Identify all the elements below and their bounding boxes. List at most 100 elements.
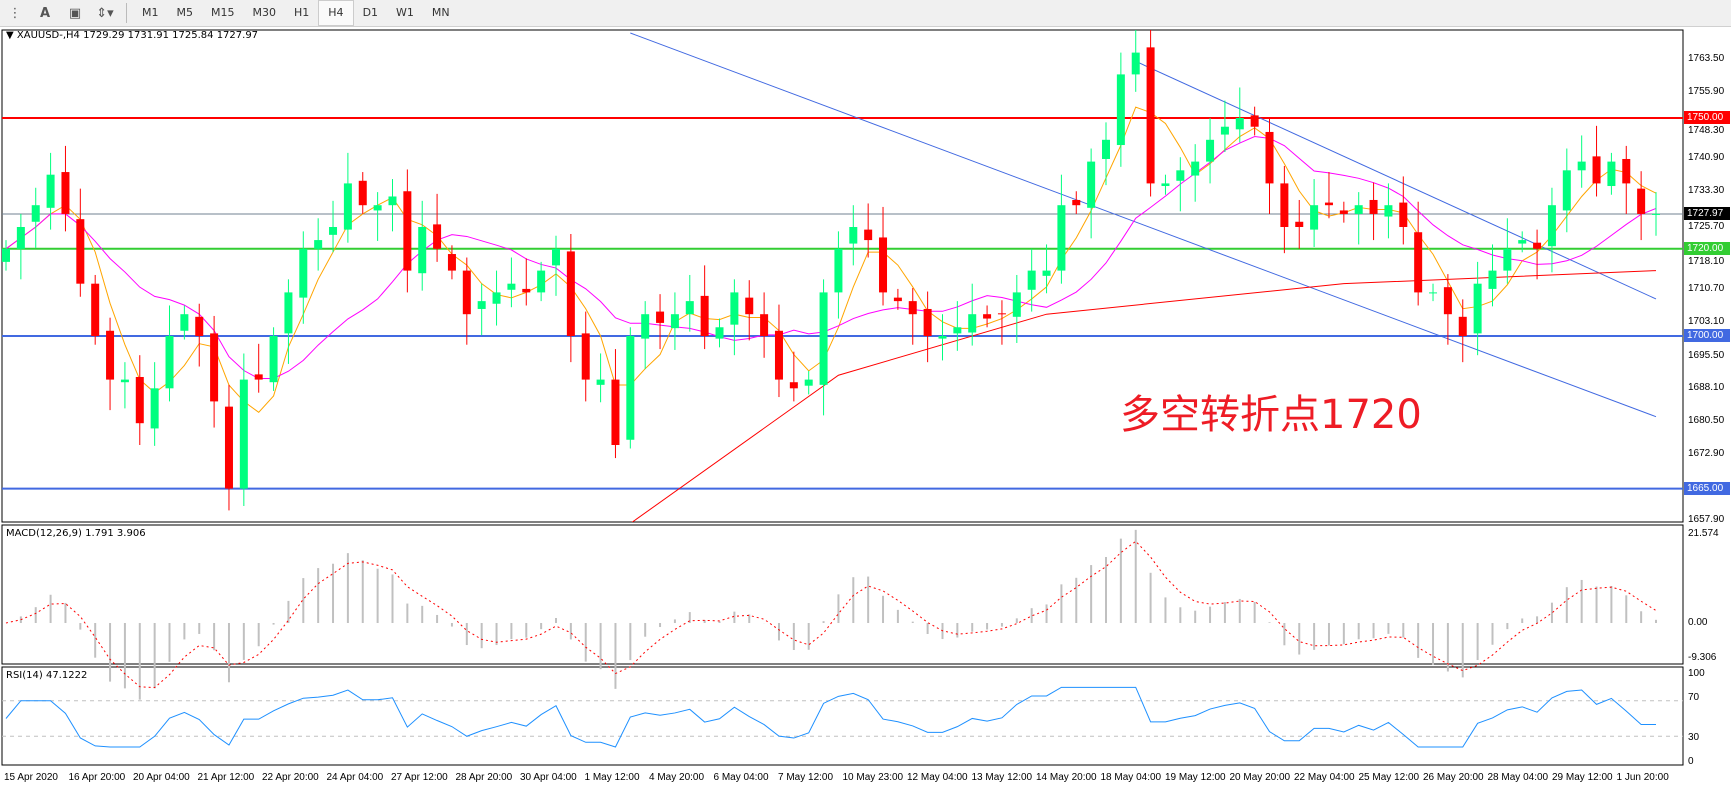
- candle-body: [314, 240, 323, 249]
- candle-body: [983, 314, 992, 319]
- time-axis-label: 20 May 20:00: [1229, 772, 1291, 783]
- candle-body: [1577, 161, 1586, 171]
- price-axis-label: 1718.10: [1688, 255, 1725, 267]
- price-level-tag: 1700.00: [1684, 329, 1730, 342]
- timeframe-m30[interactable]: M30: [252, 6, 277, 19]
- ma-mid-line: [5, 136, 1657, 380]
- time-axis-label: 22 May 04:00: [1294, 772, 1355, 783]
- candle-body: [552, 248, 560, 266]
- price-level-tag: 1720.00: [1684, 241, 1730, 255]
- candle-body: [1161, 183, 1170, 187]
- candle-body: [46, 174, 55, 208]
- candle-body: [150, 388, 159, 429]
- timeframe-m15[interactable]: M15: [211, 6, 235, 19]
- price-level-tag: 1750.00: [1684, 111, 1730, 124]
- main-pane-frame: [1, 29, 1684, 523]
- candle-body: [1443, 287, 1452, 315]
- candle-body: [447, 254, 456, 271]
- candle-body: [1458, 316, 1467, 336]
- candle-body: [804, 379, 813, 386]
- fibo-icon[interactable]: ⋮: [8, 5, 22, 21]
- candle-body: [566, 251, 575, 336]
- macd-pane-frame: [1, 524, 1684, 665]
- candle-body: [76, 219, 85, 284]
- candle-body: [1191, 161, 1200, 176]
- time-axis-label: 30 Apr 04:00: [520, 772, 577, 783]
- price-axis-label: 1733.30: [1688, 184, 1725, 196]
- macd-axis-label: 0.00: [1688, 617, 1708, 628]
- price-axis-label: 1748.30: [1688, 125, 1725, 136]
- candle-body: [864, 229, 873, 241]
- candle-body: [1235, 118, 1244, 130]
- timeframe-h4[interactable]: H4: [318, 0, 354, 26]
- time-axis-label: 12 May 04:00: [907, 772, 968, 783]
- rsi-line: [5, 686, 1656, 748]
- candle-body: [195, 316, 204, 336]
- timeframe-w1[interactable]: W1: [396, 6, 414, 19]
- candle-body: [1116, 74, 1125, 146]
- rsi-axis-label: 100: [1688, 668, 1705, 679]
- price-axis-label: 1740.90: [1688, 151, 1725, 163]
- candle-body: [1072, 199, 1081, 206]
- candle-body: [1399, 202, 1408, 227]
- macd-axis-label: 21.574: [1688, 528, 1719, 539]
- candle-body: [1280, 183, 1289, 227]
- candle-body: [581, 333, 590, 380]
- candle-body: [299, 248, 308, 298]
- macd-label: MACD(12,26,9) 1.791 3.906: [6, 528, 146, 539]
- candle-body: [879, 237, 888, 293]
- candle-body: [789, 382, 798, 389]
- candle-body: [418, 227, 427, 274]
- arrows-icon[interactable]: ⇕▾: [96, 5, 114, 21]
- timeframe-m5[interactable]: M5: [176, 6, 194, 19]
- candle-body: [670, 314, 679, 329]
- candle-body: [641, 314, 650, 339]
- candle-body: [774, 330, 783, 380]
- candle-body: [1310, 205, 1319, 230]
- candle-body: [1131, 52, 1140, 75]
- time-axis-label: 14 May 20:00: [1036, 772, 1097, 783]
- candle-body: [358, 180, 367, 206]
- candle-body: [492, 292, 501, 304]
- candle-body: [1652, 213, 1660, 215]
- text-label-icon[interactable]: A: [39, 5, 51, 21]
- timeframe-h1[interactable]: H1: [294, 6, 310, 19]
- candle-body: [210, 333, 219, 402]
- timeframe-mn[interactable]: MN: [431, 6, 450, 19]
- candle-body: [656, 311, 665, 323]
- text-box-icon[interactable]: ▣: [68, 5, 82, 21]
- candle-body: [1027, 270, 1036, 290]
- time-axis-label: 4 May 20:00: [649, 772, 705, 783]
- candle-body: [106, 330, 115, 380]
- price-chart[interactable]: [0, 27, 1731, 792]
- candle-body: [2, 248, 10, 262]
- timeframe-d1[interactable]: D1: [362, 6, 379, 19]
- candle-body: [953, 327, 962, 334]
- candle-body: [1057, 205, 1066, 271]
- candle-body: [1384, 205, 1393, 217]
- candle-body: [908, 301, 917, 315]
- candle-body: [700, 295, 709, 336]
- candle-body: [1562, 170, 1571, 211]
- candle-body: [1339, 210, 1348, 214]
- time-axis-label: 28 May 04:00: [1487, 772, 1549, 783]
- candle-body: [537, 270, 546, 293]
- candle-body: [685, 301, 694, 315]
- rsi-pane-frame: [1, 666, 1684, 766]
- candle-body: [1592, 156, 1601, 184]
- price-level-tag: 1727.97: [1684, 207, 1730, 221]
- candle-body: [373, 205, 382, 211]
- candle-body: [1324, 202, 1333, 206]
- candle-body: [1473, 283, 1482, 334]
- main-plot: [2, 30, 1683, 522]
- time-axis-label: 21 Apr 12:00: [197, 772, 255, 783]
- symbol-info: ▼ XAUUSD-,H4 1729.29 1731.91 1725.84 172…: [6, 30, 259, 41]
- candle-body: [1488, 270, 1497, 289]
- time-axis-label: 29 May 12:00: [1552, 772, 1613, 783]
- candle-body: [834, 248, 843, 293]
- timeframe-m1[interactable]: M1: [142, 6, 159, 19]
- candle-body: [180, 314, 189, 331]
- rsi-axis-label: 0: [1688, 756, 1694, 767]
- toolbar-separator: [126, 3, 127, 23]
- price-axis-label: 1703.10: [1688, 316, 1725, 327]
